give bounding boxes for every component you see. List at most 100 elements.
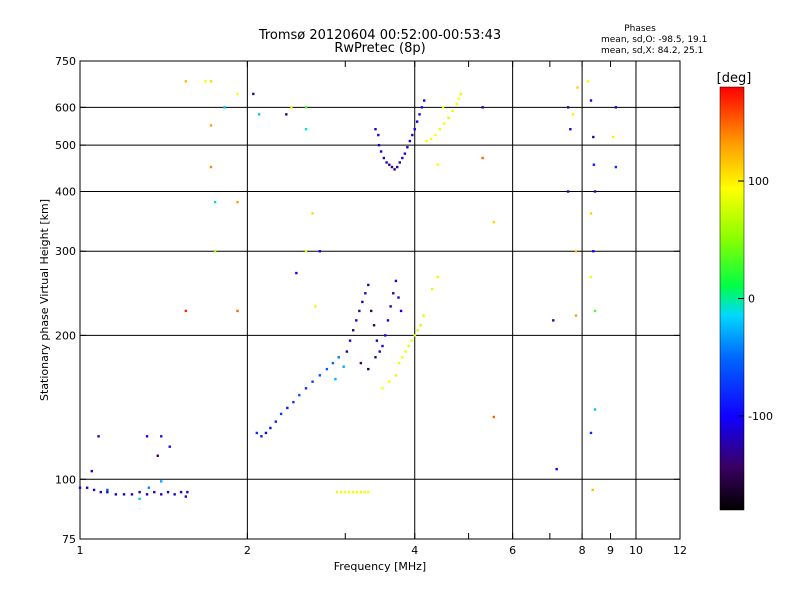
y-tick-label: 400 bbox=[55, 185, 76, 198]
data-point bbox=[566, 190, 570, 193]
data-point bbox=[369, 309, 373, 313]
colorbar-tick-label: 0 bbox=[748, 293, 755, 306]
data-point bbox=[342, 365, 345, 368]
x-axis-label: Frequency [MHz] bbox=[334, 560, 426, 573]
data-point bbox=[552, 319, 555, 322]
data-point bbox=[589, 275, 593, 279]
data-point bbox=[381, 387, 384, 390]
data-point bbox=[403, 152, 407, 155]
data-point bbox=[367, 367, 370, 371]
x-tick-labels: 1 2 4 6 8 9 10 12 bbox=[77, 544, 688, 557]
data-point bbox=[492, 221, 496, 224]
data-point bbox=[555, 467, 558, 471]
data-point bbox=[407, 344, 410, 348]
data-point bbox=[340, 490, 343, 494]
data-point bbox=[257, 113, 261, 116]
data-point bbox=[589, 212, 593, 215]
data-point bbox=[314, 305, 317, 308]
data-point bbox=[213, 250, 217, 253]
data-point bbox=[304, 387, 308, 390]
data-point bbox=[394, 279, 398, 283]
data-point bbox=[304, 250, 308, 253]
data-point bbox=[589, 431, 593, 435]
data-point bbox=[447, 116, 450, 120]
data-point bbox=[311, 212, 314, 215]
data-point bbox=[78, 486, 82, 489]
data-point bbox=[382, 156, 386, 160]
data-point bbox=[574, 314, 578, 317]
grid-lines bbox=[80, 61, 680, 539]
data-point bbox=[390, 165, 394, 169]
data-point bbox=[374, 356, 377, 359]
data-point bbox=[335, 490, 339, 494]
data-point bbox=[413, 334, 416, 337]
data-point bbox=[85, 486, 89, 489]
data-point bbox=[286, 406, 289, 410]
data-point bbox=[318, 250, 322, 253]
data-point bbox=[97, 435, 100, 438]
data-point bbox=[359, 490, 363, 494]
data-point bbox=[457, 97, 460, 101]
data-point bbox=[304, 106, 308, 109]
y-tick-label: 600 bbox=[55, 101, 76, 114]
data-point bbox=[372, 324, 376, 327]
data-point bbox=[592, 250, 595, 253]
data-point bbox=[367, 283, 370, 287]
colorbar-tick-label: 100 bbox=[748, 175, 769, 188]
data-point bbox=[589, 99, 593, 102]
x-tick-label: 4 bbox=[411, 544, 418, 557]
data-point bbox=[213, 200, 217, 204]
data-point bbox=[325, 367, 329, 371]
data-point bbox=[298, 393, 301, 397]
data-point bbox=[576, 86, 579, 89]
data-point bbox=[348, 490, 351, 494]
y-tick-label: 75 bbox=[62, 533, 76, 546]
data-point bbox=[459, 92, 462, 96]
data-point bbox=[381, 344, 384, 348]
data-point bbox=[166, 490, 170, 494]
data-point bbox=[236, 200, 239, 204]
data-point bbox=[236, 92, 239, 96]
data-point bbox=[430, 287, 434, 291]
data-point bbox=[147, 486, 151, 489]
data-point bbox=[385, 161, 388, 164]
y-tick-label: 300 bbox=[55, 245, 76, 258]
x-tick-label: 1 bbox=[77, 544, 84, 557]
data-point bbox=[345, 350, 349, 353]
data-point bbox=[429, 137, 433, 141]
data-point bbox=[438, 127, 442, 131]
data-point bbox=[378, 350, 381, 353]
data-point bbox=[574, 250, 578, 253]
data-point bbox=[252, 92, 255, 96]
data-point bbox=[285, 113, 288, 116]
data-point bbox=[591, 488, 594, 492]
data-point bbox=[593, 190, 597, 193]
data-point bbox=[571, 113, 575, 116]
data-point bbox=[434, 133, 437, 137]
data-point bbox=[160, 480, 163, 483]
data-point bbox=[260, 435, 263, 438]
data-point bbox=[223, 106, 226, 109]
stats-line-o: mean, sd,O: -98.5, 19.1 bbox=[601, 35, 707, 45]
plot-frame bbox=[79, 60, 681, 540]
data-point bbox=[408, 139, 412, 143]
data-point bbox=[411, 133, 414, 137]
x-tick-label: 10 bbox=[629, 544, 643, 557]
chart-subtitle: RwPretec (8p) bbox=[334, 41, 425, 56]
data-point bbox=[156, 454, 159, 457]
data-point bbox=[361, 300, 364, 304]
data-point bbox=[374, 127, 377, 131]
data-point bbox=[455, 102, 458, 106]
data-point bbox=[593, 309, 597, 313]
data-point bbox=[425, 139, 428, 143]
data-point bbox=[586, 80, 590, 83]
data-point bbox=[160, 493, 163, 496]
stats-heading: Phases bbox=[624, 24, 656, 34]
data-point bbox=[184, 495, 188, 498]
data-point bbox=[389, 305, 392, 308]
data-point bbox=[614, 106, 618, 109]
data-point bbox=[209, 124, 213, 127]
x-tick-label: 9 bbox=[607, 544, 614, 557]
data-point bbox=[145, 435, 149, 438]
data-point bbox=[363, 490, 366, 494]
